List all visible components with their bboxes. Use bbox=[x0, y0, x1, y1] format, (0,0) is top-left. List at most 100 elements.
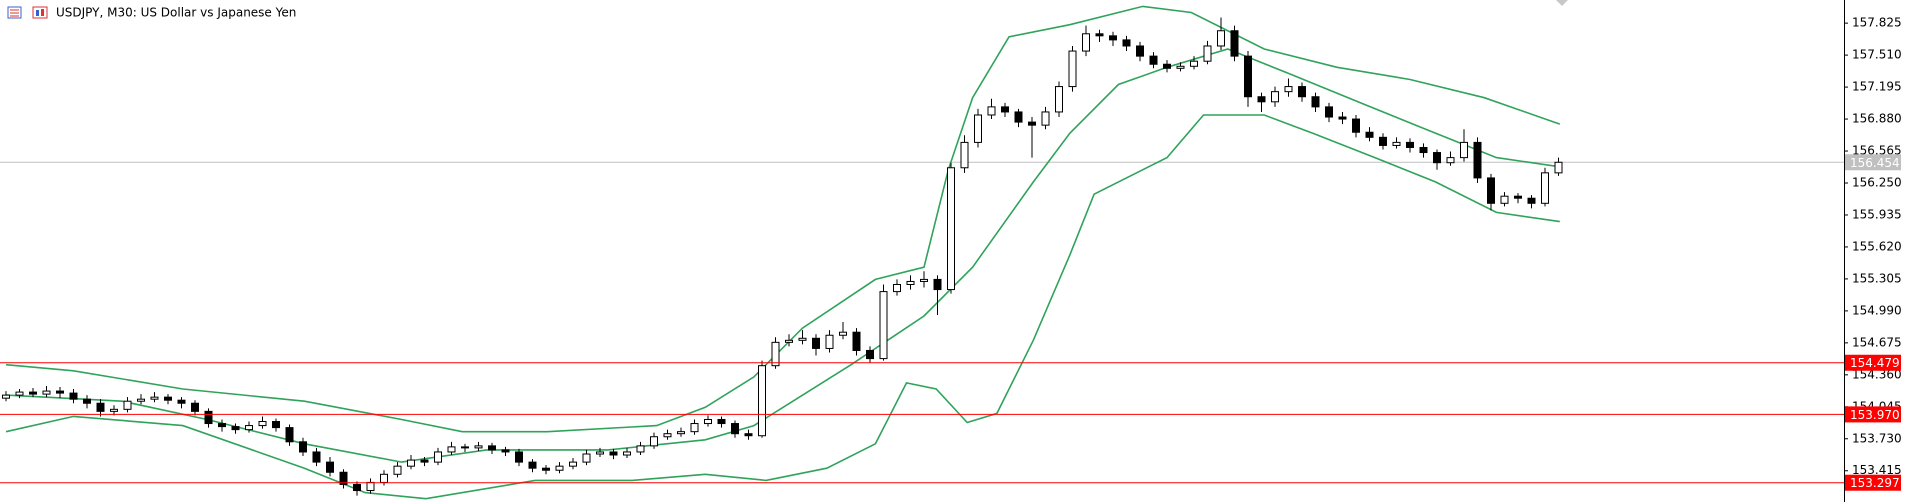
candle-body bbox=[1365, 131, 1374, 138]
candle-body bbox=[353, 483, 361, 492]
y-tick-label: 156.565 bbox=[1852, 144, 1902, 158]
candle-body bbox=[663, 433, 672, 438]
candle-body bbox=[1379, 136, 1387, 146]
candle-body bbox=[245, 425, 253, 431]
candle-body bbox=[1109, 35, 1117, 41]
candle-body bbox=[569, 461, 577, 467]
candle-body bbox=[1406, 141, 1414, 148]
candle-body bbox=[1527, 197, 1536, 204]
candle-body bbox=[987, 106, 996, 116]
candle-body bbox=[29, 391, 37, 395]
candle-body bbox=[1487, 177, 1495, 204]
candle-body bbox=[1001, 106, 1009, 113]
candle-body bbox=[461, 446, 469, 449]
candle-body bbox=[1541, 172, 1549, 204]
candle-body bbox=[974, 114, 982, 143]
candle-body bbox=[582, 453, 591, 463]
candle-body bbox=[56, 390, 64, 394]
candle-body bbox=[906, 280, 915, 285]
candle-body bbox=[555, 465, 564, 471]
candle-body bbox=[1149, 55, 1158, 65]
candle-body bbox=[1298, 86, 1306, 98]
y-tick-label: 155.305 bbox=[1852, 271, 1902, 285]
candle-body bbox=[339, 471, 348, 485]
bollinger-band bbox=[5, 5, 1561, 433]
candle-body bbox=[623, 451, 631, 456]
candle-body bbox=[150, 396, 159, 400]
candle-body bbox=[96, 402, 105, 412]
level-label-box bbox=[1845, 406, 1901, 423]
candle-body bbox=[717, 418, 726, 425]
candle-body bbox=[866, 349, 874, 360]
candle-body bbox=[1068, 50, 1077, 88]
y-tick-label: 155.935 bbox=[1852, 207, 1902, 221]
candle-body bbox=[69, 392, 78, 400]
candle-body bbox=[83, 398, 91, 404]
candle-body bbox=[231, 426, 240, 431]
candle-body bbox=[2, 394, 10, 399]
candle-body bbox=[1014, 111, 1023, 123]
candle-body bbox=[1473, 141, 1482, 179]
candle-body bbox=[1271, 91, 1279, 103]
price-label: 156.454 bbox=[1850, 156, 1900, 170]
y-tick-label: 157.195 bbox=[1852, 80, 1902, 94]
y-tick-label: 157.825 bbox=[1852, 16, 1902, 30]
candle-body bbox=[204, 410, 213, 425]
candle-body bbox=[839, 331, 847, 336]
candles bbox=[2, 17, 1563, 496]
y-tick-label: 156.880 bbox=[1852, 112, 1902, 126]
candle-body bbox=[488, 445, 496, 451]
price-label-box bbox=[1845, 154, 1901, 171]
candle-body bbox=[1514, 195, 1522, 199]
candle-body bbox=[258, 421, 267, 427]
candle-body bbox=[285, 427, 294, 443]
candle-body bbox=[123, 400, 132, 410]
y-tick-label: 154.990 bbox=[1852, 303, 1902, 317]
candle-body bbox=[771, 341, 780, 367]
candle-body bbox=[272, 421, 280, 429]
candle-body bbox=[407, 459, 415, 467]
y-tick-label: 156.250 bbox=[1852, 175, 1902, 189]
candle-body bbox=[1257, 96, 1266, 103]
candle-body bbox=[1055, 86, 1063, 113]
candle-body bbox=[42, 390, 51, 395]
level-label-box bbox=[1845, 474, 1901, 491]
bollinger-band bbox=[5, 48, 1560, 463]
candle-body bbox=[447, 446, 456, 453]
candle-body bbox=[596, 451, 604, 455]
candle-body bbox=[474, 445, 483, 449]
candle-body bbox=[1284, 86, 1293, 93]
candle-body bbox=[852, 331, 861, 351]
candle-body bbox=[825, 334, 834, 349]
candle-body bbox=[393, 465, 402, 475]
candle-body bbox=[1460, 141, 1468, 159]
candle-body bbox=[326, 461, 334, 473]
shift-marker bbox=[1556, 0, 1568, 6]
candle-body bbox=[1244, 55, 1252, 98]
candle-body bbox=[515, 451, 523, 463]
y-tick-label: 154.360 bbox=[1852, 367, 1902, 381]
candle-body bbox=[1190, 60, 1198, 67]
candle-body bbox=[677, 431, 685, 435]
candle-body bbox=[690, 423, 699, 433]
level-label: 153.297 bbox=[1850, 476, 1900, 490]
toolbar-icons bbox=[7, 6, 48, 19]
level-label-box bbox=[1845, 354, 1901, 371]
candle-body bbox=[501, 449, 510, 453]
candle-body bbox=[1217, 30, 1225, 47]
candle-body bbox=[933, 278, 942, 291]
candle-body bbox=[299, 441, 307, 453]
candle-body bbox=[731, 423, 739, 435]
candle-body bbox=[164, 396, 172, 401]
candle-body bbox=[609, 451, 618, 456]
candle-body bbox=[110, 408, 118, 412]
candle-body bbox=[15, 391, 24, 396]
candle-body bbox=[137, 398, 145, 402]
candle-body bbox=[1392, 141, 1401, 146]
level-label: 153.970 bbox=[1850, 408, 1900, 422]
y-tick-label: 153.415 bbox=[1852, 463, 1902, 477]
candle-body bbox=[704, 418, 712, 425]
candle-body bbox=[542, 467, 550, 471]
candle-body bbox=[1500, 195, 1509, 204]
